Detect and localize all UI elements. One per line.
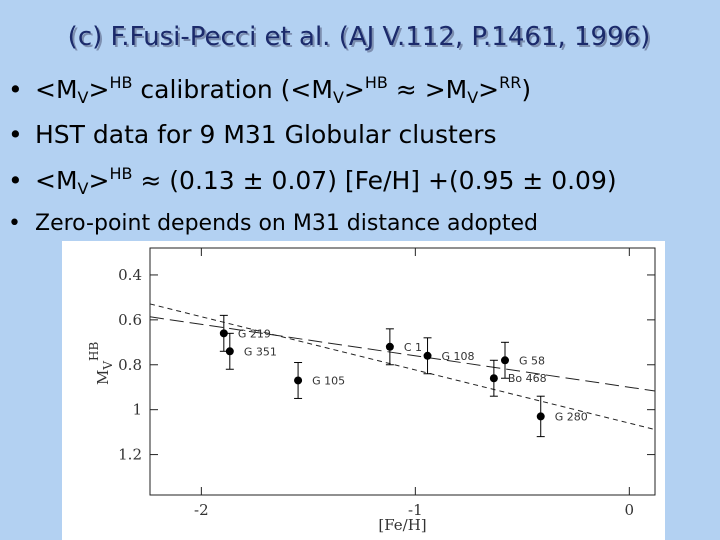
- y-tick-label: 1.2: [118, 446, 142, 464]
- y-axis-label-part: HB: [87, 342, 101, 361]
- y-axis-label-part: V: [101, 361, 115, 371]
- point-label: G 219: [238, 327, 271, 340]
- point: [294, 376, 303, 385]
- y-tick-label: 0.8: [118, 356, 142, 374]
- plot-frame: [149, 247, 656, 496]
- point-label: G 280: [555, 410, 588, 423]
- point: [423, 351, 432, 360]
- point: [536, 412, 545, 421]
- point: [225, 347, 234, 356]
- x-tick-label: -1: [408, 501, 423, 519]
- point-label: C 1: [404, 341, 422, 354]
- y-tick-label: 1: [132, 401, 142, 419]
- bullet: <MV>HB calibration (<MV>HB ≈ >MV>RR): [35, 73, 531, 106]
- bullet-dot: •: [8, 75, 23, 104]
- x-tick-label: 0: [625, 501, 635, 519]
- title-shadow: (c) F.Fusi-Pecci et al. (AJ V.112, P.146…: [70, 24, 653, 54]
- point: [500, 356, 509, 365]
- y-tick-label: 0.6: [118, 311, 142, 329]
- bullet: <MV>HB ≈ (0.13 ± 0.07) [Fe/H] +(0.95 ± 0…: [35, 164, 617, 197]
- y-axis-label: MVHB: [87, 342, 114, 385]
- point-label: G 58: [519, 354, 545, 367]
- point: [489, 374, 498, 383]
- x-axis-label: [Fe/H]: [378, 516, 426, 534]
- point-label: Bo 468: [508, 372, 547, 385]
- fit-line: [149, 316, 656, 392]
- bullet-dot: •: [8, 120, 23, 149]
- point: [219, 329, 228, 338]
- point-label: G 108: [442, 350, 475, 363]
- bullet-dot: •: [8, 211, 21, 236]
- y-tick-label: 0.4: [118, 266, 142, 284]
- title: (c) F.Fusi-Pecci et al. (AJ V.112, P.146…: [68, 22, 651, 52]
- bullet-dot: •: [8, 166, 23, 195]
- x-tick-label: -2: [194, 501, 209, 519]
- y-axis-label-part: M: [94, 370, 112, 385]
- point-label: G 351: [244, 345, 277, 358]
- bullet: Zero-point depends on M31 distance adopt…: [35, 211, 538, 236]
- chart-image: [62, 241, 665, 540]
- point-label: G 105: [312, 374, 345, 387]
- bullet: HST data for 9 M31 Globular clusters: [35, 120, 497, 149]
- point: [385, 342, 394, 351]
- fit-line: [149, 303, 656, 431]
